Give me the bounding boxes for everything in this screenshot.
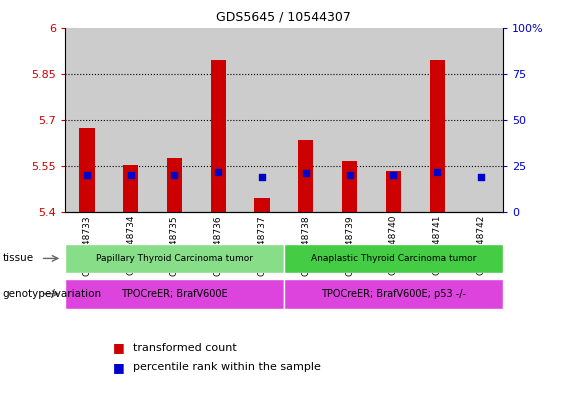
Bar (328, 28, 372, 212)
Bar (65, 279, 284, 309)
Text: Papillary Thyroid Carcinoma tumor: Papillary Thyroid Carcinoma tumor (96, 254, 253, 263)
Bar (459, 28, 503, 212)
Point (476, 174, 485, 180)
Text: TPOCreER; BrafV600E: TPOCreER; BrafV600E (121, 289, 228, 299)
Bar (298, 140, 314, 212)
Point (170, 172, 179, 178)
Title: GDS5645 / 10544307: GDS5645 / 10544307 (216, 11, 351, 24)
Point (258, 174, 267, 180)
Point (214, 169, 223, 175)
Text: genotype/variation: genotype/variation (3, 289, 102, 299)
Text: TPOCreER; BrafV600E; p53 -/-: TPOCreER; BrafV600E; p53 -/- (321, 289, 466, 299)
Bar (197, 28, 240, 212)
Bar (65, 28, 109, 212)
Bar (108, 28, 153, 212)
Bar (284, 244, 503, 273)
Bar (153, 28, 197, 212)
Point (345, 172, 354, 178)
Text: ■: ■ (113, 361, 129, 374)
Bar (79, 128, 94, 212)
Text: tissue: tissue (3, 253, 34, 263)
Text: transformed count: transformed count (133, 343, 237, 353)
Bar (65, 244, 284, 273)
Text: Anaplastic Thyroid Carcinoma tumor: Anaplastic Thyroid Carcinoma tumor (311, 254, 476, 263)
Bar (386, 171, 401, 212)
Bar (284, 28, 328, 212)
Bar (240, 28, 284, 212)
Point (433, 169, 442, 175)
Point (301, 170, 310, 176)
Bar (254, 198, 270, 212)
Bar (211, 60, 226, 212)
Text: ■: ■ (113, 341, 129, 354)
Point (82, 172, 92, 178)
Point (126, 172, 135, 178)
Bar (342, 162, 357, 212)
Bar (167, 158, 182, 212)
Text: percentile rank within the sample: percentile rank within the sample (133, 362, 321, 373)
Bar (123, 165, 138, 212)
Bar (415, 28, 459, 212)
Point (389, 172, 398, 178)
Bar (429, 60, 445, 212)
Bar (372, 28, 415, 212)
Bar (284, 279, 503, 309)
